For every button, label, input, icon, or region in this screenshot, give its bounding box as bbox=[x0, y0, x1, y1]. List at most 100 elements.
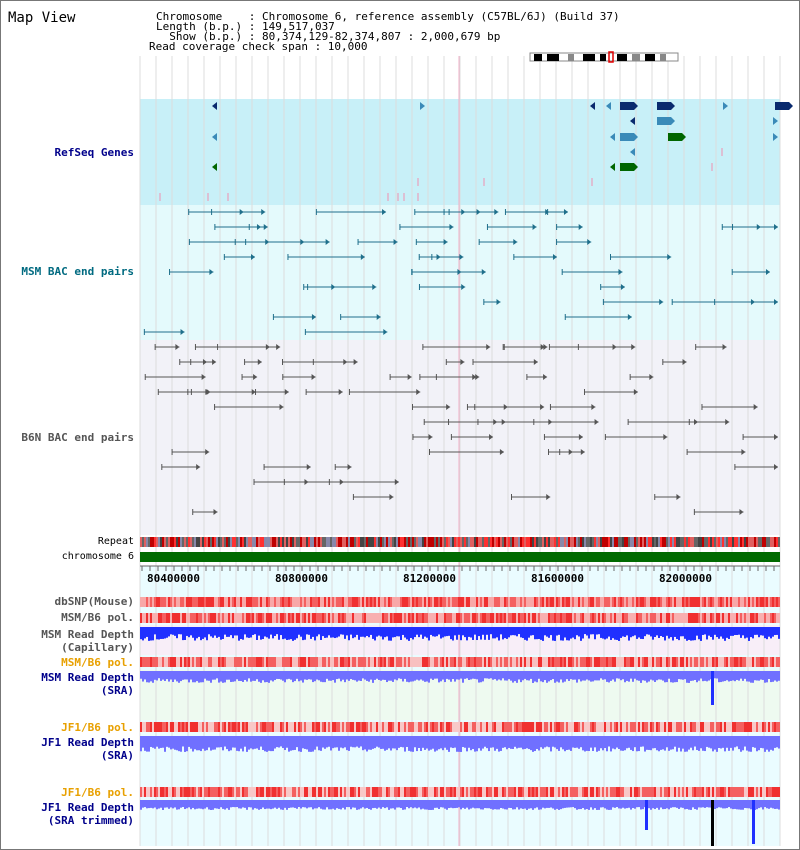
heat-strip-segment bbox=[476, 657, 478, 667]
heat-strip-segment bbox=[572, 722, 574, 732]
read-depth-bar bbox=[404, 627, 406, 638]
track-label-b6n-bac[interactable]: B6N BAC end pairs bbox=[21, 431, 134, 444]
repeat-segment bbox=[354, 537, 356, 547]
gene-arrow bbox=[723, 102, 728, 110]
track-label-jf1-depth[interactable]: JF1 Read Depth bbox=[41, 736, 134, 749]
heat-strip-segment bbox=[276, 597, 278, 607]
heat-strip-segment bbox=[336, 787, 338, 797]
heat-strip-segment bbox=[578, 597, 580, 607]
track-label-chromosome[interactable]: chromosome 6 bbox=[61, 551, 134, 562]
track-label-msm-depth-capillary[interactable]: MSM Read Depth bbox=[41, 628, 134, 641]
heat-strip-segment bbox=[508, 722, 510, 732]
read-depth-bar bbox=[470, 671, 472, 680]
heat-strip-segment bbox=[564, 597, 566, 607]
heat-strip-segment bbox=[534, 722, 536, 732]
track-label-repeat[interactable]: Repeat bbox=[97, 536, 134, 547]
read-depth-bar bbox=[448, 736, 450, 752]
heat-strip-segment bbox=[652, 597, 654, 607]
repeat-segment bbox=[432, 537, 434, 547]
repeat-segment bbox=[158, 537, 160, 547]
repeat-segment bbox=[304, 537, 306, 547]
heat-strip-segment bbox=[326, 597, 328, 607]
heat-strip-segment bbox=[246, 613, 248, 623]
repeat-segment bbox=[200, 537, 202, 547]
track-label-jf1-pol-2[interactable]: JF1/B6 pol. bbox=[61, 786, 134, 799]
repeat-segment bbox=[144, 537, 146, 547]
heat-strip-segment bbox=[610, 722, 612, 732]
track-label-msm-depth-sra[interactable]: MSM Read Depth bbox=[41, 671, 134, 684]
read-depth-bar bbox=[778, 671, 780, 681]
read-depth-bar bbox=[252, 736, 254, 750]
repeat-segment bbox=[560, 537, 562, 547]
read-depth-bar bbox=[590, 800, 592, 808]
read-depth-bar bbox=[712, 627, 714, 640]
heat-strip-segment bbox=[378, 657, 380, 667]
read-depth-bar bbox=[564, 800, 566, 808]
heat-strip-segment bbox=[396, 787, 398, 797]
heat-strip-segment bbox=[186, 597, 188, 607]
heat-strip-segment bbox=[388, 787, 390, 797]
read-depth-bar bbox=[232, 627, 234, 639]
repeat-segment bbox=[714, 537, 716, 547]
heat-strip-segment bbox=[508, 597, 510, 607]
heat-strip-segment bbox=[520, 722, 522, 732]
heat-strip-segment bbox=[356, 613, 358, 623]
read-depth-bar bbox=[484, 800, 486, 809]
heat-strip-segment bbox=[688, 613, 690, 623]
read-depth-bar bbox=[740, 736, 742, 752]
read-depth-bar bbox=[510, 736, 512, 749]
heat-strip-segment bbox=[556, 787, 558, 797]
heat-strip-segment bbox=[610, 613, 612, 623]
read-depth-bar bbox=[490, 627, 492, 635]
read-depth-bar bbox=[378, 627, 380, 636]
read-depth-bar bbox=[746, 736, 748, 751]
track-label-dbsnp[interactable]: dbSNP(Mouse) bbox=[54, 595, 134, 608]
repeat-segment bbox=[552, 537, 554, 547]
read-depth-bar bbox=[206, 736, 208, 751]
heat-strip-segment bbox=[746, 722, 748, 732]
heat-strip-segment bbox=[252, 787, 254, 797]
read-depth-bar bbox=[236, 800, 238, 808]
heat-strip-segment bbox=[226, 613, 228, 623]
heat-strip-segment bbox=[146, 722, 148, 732]
read-depth-bar bbox=[648, 800, 650, 809]
heat-strip-segment bbox=[358, 787, 360, 797]
read-depth-bar bbox=[186, 671, 188, 680]
heat-strip-segment bbox=[566, 787, 568, 797]
read-depth-bar bbox=[162, 671, 164, 680]
heat-strip-segment bbox=[620, 722, 622, 732]
track-label-jf1-pol[interactable]: JF1/B6 pol. bbox=[61, 721, 134, 734]
read-depth-bar bbox=[210, 671, 212, 683]
read-depth-bar bbox=[348, 671, 350, 681]
repeat-segment bbox=[584, 537, 586, 547]
bac-pair-end bbox=[300, 239, 305, 245]
read-depth-bar bbox=[164, 800, 166, 808]
heat-strip-segment bbox=[466, 787, 468, 797]
heat-strip-segment bbox=[376, 613, 378, 623]
heat-strip-segment bbox=[226, 722, 228, 732]
read-depth-bar bbox=[744, 627, 746, 639]
track-label-refseq[interactable]: RefSeq Genes bbox=[54, 146, 134, 159]
heat-strip-segment bbox=[302, 787, 304, 797]
heat-strip-segment bbox=[244, 613, 246, 623]
bac-pair-end bbox=[175, 344, 180, 350]
heat-strip-segment bbox=[644, 597, 646, 607]
heat-strip-segment bbox=[588, 787, 590, 797]
heat-strip-segment bbox=[346, 613, 348, 623]
track-label-msm-bac[interactable]: MSM BAC end pairs bbox=[21, 265, 134, 278]
read-depth-bar bbox=[308, 800, 310, 808]
repeat-segment bbox=[754, 537, 756, 547]
read-depth-bar bbox=[582, 627, 584, 639]
repeat-segment bbox=[768, 537, 770, 547]
heat-strip-segment bbox=[394, 597, 396, 607]
track-label-jf1-depth-trimmed[interactable]: JF1 Read Depth bbox=[41, 801, 134, 814]
read-depth-bar bbox=[680, 736, 682, 752]
repeat-segment bbox=[512, 537, 514, 547]
track-label-msm-pol[interactable]: MSM/B6 pol. bbox=[61, 611, 134, 624]
heat-strip-segment bbox=[472, 657, 474, 667]
heat-strip-segment bbox=[366, 787, 368, 797]
heat-strip-segment bbox=[588, 597, 590, 607]
heat-strip-segment bbox=[512, 657, 514, 667]
track-label-msm-pol-2[interactable]: MSM/B6 pol. bbox=[61, 656, 134, 669]
read-depth-bar bbox=[428, 627, 430, 641]
